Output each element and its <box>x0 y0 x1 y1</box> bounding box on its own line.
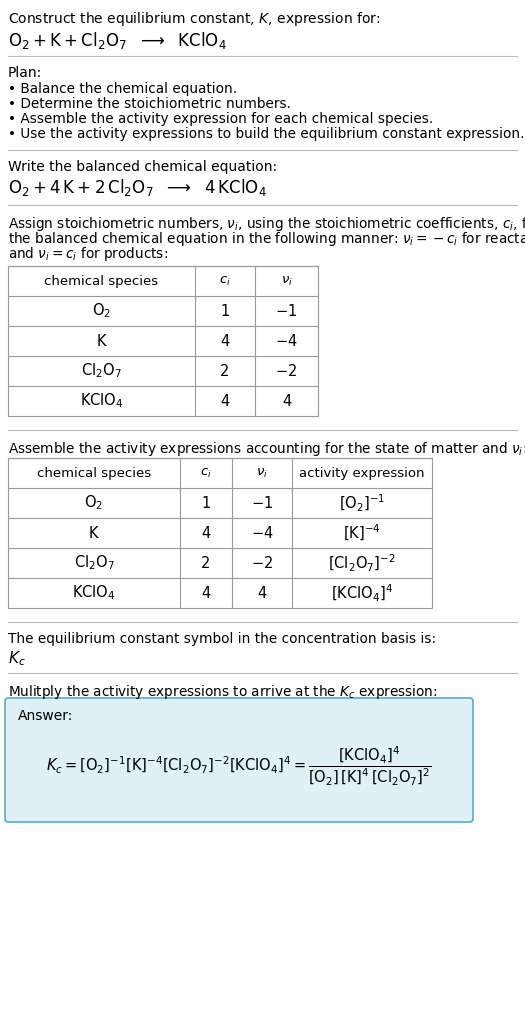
Text: and $\nu_i = c_i$ for products:: and $\nu_i = c_i$ for products: <box>8 245 168 263</box>
Text: chemical species: chemical species <box>37 466 151 479</box>
Text: $c_i$: $c_i$ <box>200 466 212 479</box>
Text: $[\mathrm{KClO_4}]^{4}$: $[\mathrm{KClO_4}]^{4}$ <box>331 582 393 604</box>
Text: 1: 1 <box>202 496 211 510</box>
Text: 2: 2 <box>201 556 211 570</box>
Bar <box>8 458 432 608</box>
Text: the balanced chemical equation in the following manner: $\nu_i = -c_i$ for react: the balanced chemical equation in the fo… <box>8 230 525 248</box>
Text: $-1$: $-1$ <box>251 495 273 511</box>
Text: $\mathrm{KClO_4}$: $\mathrm{KClO_4}$ <box>72 583 116 603</box>
Text: chemical species: chemical species <box>45 275 159 287</box>
Text: Construct the equilibrium constant, $K$, expression for:: Construct the equilibrium constant, $K$,… <box>8 10 381 29</box>
Text: 4: 4 <box>220 334 229 348</box>
Text: 4: 4 <box>202 585 211 601</box>
Text: • Assemble the activity expression for each chemical species.: • Assemble the activity expression for e… <box>8 112 433 126</box>
Text: Write the balanced chemical equation:: Write the balanced chemical equation: <box>8 160 277 174</box>
Text: The equilibrium constant symbol in the concentration basis is:: The equilibrium constant symbol in the c… <box>8 632 436 646</box>
Text: • Determine the stoichiometric numbers.: • Determine the stoichiometric numbers. <box>8 97 291 111</box>
FancyBboxPatch shape <box>5 698 473 822</box>
Text: 4: 4 <box>282 394 291 408</box>
Text: Mulitply the activity expressions to arrive at the $K_c$ expression:: Mulitply the activity expressions to arr… <box>8 683 438 701</box>
Text: $[\mathrm{Cl_2O_7}]^{-2}$: $[\mathrm{Cl_2O_7}]^{-2}$ <box>328 553 396 573</box>
Text: $\mathrm{K}$: $\mathrm{K}$ <box>88 525 100 541</box>
Text: • Balance the chemical equation.: • Balance the chemical equation. <box>8 82 237 96</box>
Text: 4: 4 <box>220 394 229 408</box>
Text: activity expression: activity expression <box>299 466 425 479</box>
Text: Plan:: Plan: <box>8 66 42 80</box>
Text: Assign stoichiometric numbers, $\nu_i$, using the stoichiometric coefficients, $: Assign stoichiometric numbers, $\nu_i$, … <box>8 215 525 233</box>
Text: 2: 2 <box>220 363 230 379</box>
Text: $[\mathrm{O_2}]^{-1}$: $[\mathrm{O_2}]^{-1}$ <box>339 493 385 513</box>
Text: $-4$: $-4$ <box>250 525 274 541</box>
Text: Answer:: Answer: <box>18 709 74 723</box>
Text: $\mathrm{Cl_2O_7}$: $\mathrm{Cl_2O_7}$ <box>81 361 122 381</box>
Text: $-2$: $-2$ <box>251 555 273 571</box>
Text: • Use the activity expressions to build the equilibrium constant expression.: • Use the activity expressions to build … <box>8 127 524 142</box>
Text: 1: 1 <box>220 303 229 319</box>
Text: $K_c$: $K_c$ <box>8 649 26 668</box>
Text: $\nu_i$: $\nu_i$ <box>256 466 268 479</box>
Text: $\mathrm{Cl_2O_7}$: $\mathrm{Cl_2O_7}$ <box>74 554 114 572</box>
Text: $\mathrm{O_2 + 4\,K + 2\,Cl_2O_7}$  $\longrightarrow$  $\mathrm{4\,KClO_4}$: $\mathrm{O_2 + 4\,K + 2\,Cl_2O_7}$ $\lon… <box>8 177 267 197</box>
Text: $-1$: $-1$ <box>276 303 298 319</box>
Text: $-4$: $-4$ <box>275 333 298 349</box>
Text: $\mathrm{O_2}$: $\mathrm{O_2}$ <box>85 494 103 512</box>
Bar <box>8 266 318 416</box>
Text: $c_i$: $c_i$ <box>219 275 231 287</box>
Text: $\mathrm{K}$: $\mathrm{K}$ <box>96 333 108 349</box>
Text: $-2$: $-2$ <box>276 363 298 379</box>
Text: Assemble the activity expressions accounting for the state of matter and $\nu_i$: Assemble the activity expressions accoun… <box>8 440 525 458</box>
Text: $K_c = [\mathrm{O_2}]^{-1}[\mathrm{K}]^{-4}[\mathrm{Cl_2O_7}]^{-2}[\mathrm{KClO_: $K_c = [\mathrm{O_2}]^{-1}[\mathrm{K}]^{… <box>46 744 432 788</box>
Text: 4: 4 <box>257 585 267 601</box>
Text: 4: 4 <box>202 525 211 541</box>
Text: $[\mathrm{K}]^{-4}$: $[\mathrm{K}]^{-4}$ <box>343 523 381 543</box>
Text: $\mathrm{O_2}$: $\mathrm{O_2}$ <box>92 301 111 321</box>
Text: $\mathrm{KClO_4}$: $\mathrm{KClO_4}$ <box>80 392 123 410</box>
Text: $\mathrm{O_2 + K + Cl_2O_7}$  $\longrightarrow$  $\mathrm{KClO_4}$: $\mathrm{O_2 + K + Cl_2O_7}$ $\longright… <box>8 30 227 51</box>
Text: $\nu_i$: $\nu_i$ <box>280 275 292 287</box>
